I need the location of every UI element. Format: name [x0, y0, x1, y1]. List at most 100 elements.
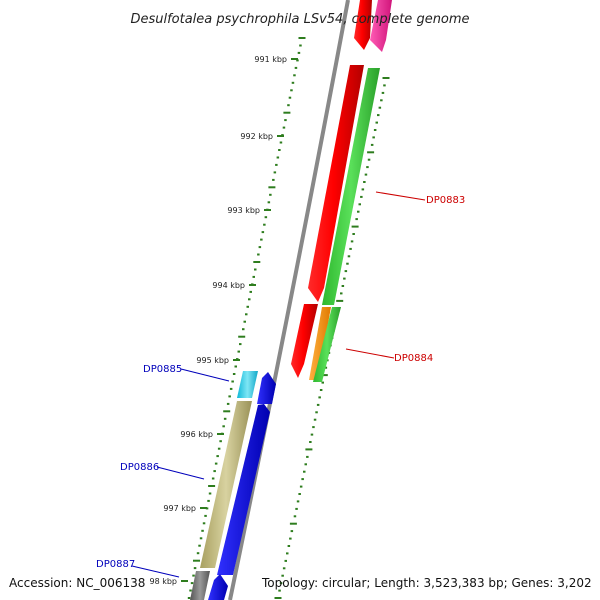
gene-arrow-red-top[interactable]	[354, 0, 372, 50]
minor-tick	[298, 493, 301, 495]
gene-DP0883-red[interactable]	[308, 65, 364, 302]
major-tick	[223, 410, 231, 413]
minor-tick	[355, 218, 358, 221]
major-tick	[336, 299, 344, 302]
minor-tick	[272, 178, 275, 181]
gene-DP0886-blue[interactable]	[217, 404, 270, 575]
minor-tick	[297, 51, 301, 54]
gene-arrow-magenta-top[interactable]	[370, 0, 392, 52]
minor-tick	[249, 290, 252, 293]
topology-text: Topology: circular; Length: 3,523,383 bp…	[261, 576, 592, 590]
minor-tick	[237, 350, 240, 353]
major-tick	[298, 37, 306, 39]
minor-tick	[313, 418, 317, 421]
leader-DP0887	[131, 565, 180, 578]
tick-label: 996 kbp	[180, 430, 213, 439]
minor-tick	[288, 96, 292, 99]
minor-tick	[306, 455, 309, 458]
minor-tick	[309, 441, 312, 443]
major-tick	[268, 186, 276, 189]
gene-label-DP0885[interactable]: DP0885	[143, 364, 182, 375]
minor-tick	[198, 544, 201, 547]
minor-tick	[246, 305, 249, 308]
minor-tick	[291, 81, 295, 84]
gene-DP0885-cyan[interactable]	[237, 371, 258, 398]
minor-tick	[360, 195, 363, 198]
minor-tick	[257, 253, 260, 256]
minor-tick	[278, 589, 281, 592]
minor-tick	[248, 298, 251, 301]
minor-tick	[205, 507, 209, 510]
minor-tick	[219, 440, 222, 443]
minor-tick	[279, 582, 283, 585]
minor-tick	[370, 143, 374, 146]
gene-DP0886-khaki[interactable]	[200, 401, 252, 568]
minor-tick	[226, 402, 230, 405]
minor-tick	[358, 203, 361, 206]
major-tick	[367, 151, 375, 154]
minor-tick	[284, 559, 287, 562]
gene-DP0884-orange[interactable]	[309, 307, 331, 380]
minor-tick	[293, 515, 297, 518]
minor-tick	[214, 462, 218, 465]
minor-tick	[364, 173, 368, 176]
minor-tick	[346, 262, 349, 265]
major-tick	[208, 485, 216, 487]
minor-tick	[245, 313, 248, 316]
minor-tick	[316, 403, 320, 406]
minor-tick	[381, 91, 385, 94]
minor-tick	[299, 485, 303, 488]
gene-DP0885-blue[interactable]	[257, 372, 276, 404]
minor-tick	[294, 66, 298, 69]
minor-tick	[234, 365, 237, 368]
minor-tick	[216, 455, 219, 458]
minor-tick	[378, 106, 382, 109]
tick-label: 994 kbp	[212, 281, 245, 290]
tick-label-mark	[181, 580, 188, 582]
minor-tick	[286, 552, 289, 555]
tick-label-mark	[217, 433, 224, 435]
minor-tick	[276, 156, 280, 159]
gene-label-DP0886[interactable]: DP0886	[120, 462, 159, 473]
minor-tick	[213, 470, 216, 473]
gene-label-DP0884[interactable]: DP0884	[394, 353, 433, 364]
minor-tick	[319, 389, 323, 391]
minor-tick	[254, 268, 257, 271]
gene-DP0883-green[interactable]	[322, 68, 380, 305]
minor-tick	[293, 74, 296, 77]
leader-DP0886	[156, 466, 205, 480]
minor-tick	[380, 99, 383, 102]
minor-tick	[282, 126, 286, 129]
minor-tick	[357, 210, 360, 213]
minor-tick	[260, 238, 263, 241]
minor-tick	[279, 141, 283, 144]
tick-track-left	[187, 37, 306, 599]
gene-label-DP0883[interactable]: DP0883	[426, 195, 465, 206]
minor-tick	[278, 149, 281, 151]
minor-tick	[231, 380, 234, 383]
major-tick	[274, 597, 282, 599]
major-tick	[320, 374, 328, 377]
tick-label: 992 kbp	[240, 132, 273, 141]
major-tick	[253, 261, 261, 263]
gene-DP0884-red[interactable]	[291, 304, 318, 378]
major-tick	[283, 111, 291, 114]
minor-tick	[199, 537, 203, 540]
tick-label-mark	[200, 507, 207, 509]
leader-DP0885	[180, 368, 230, 382]
gene-DP0884-green[interactable]	[313, 307, 341, 382]
minor-tick	[366, 166, 369, 169]
minor-tick	[284, 119, 287, 122]
gene-DP0887-grey[interactable]	[190, 571, 210, 600]
minor-tick	[324, 366, 328, 369]
tick-label-mark	[264, 209, 271, 211]
minor-tick	[312, 426, 315, 429]
gene-DP0887-blue[interactable]	[208, 574, 228, 600]
tick-label: 991 kbp	[254, 55, 287, 64]
major-tick	[305, 448, 313, 451]
minor-tick	[269, 193, 272, 196]
minor-tick	[301, 478, 304, 481]
gene-label-DP0887[interactable]: DP0887	[96, 559, 135, 570]
minor-tick	[267, 201, 271, 204]
